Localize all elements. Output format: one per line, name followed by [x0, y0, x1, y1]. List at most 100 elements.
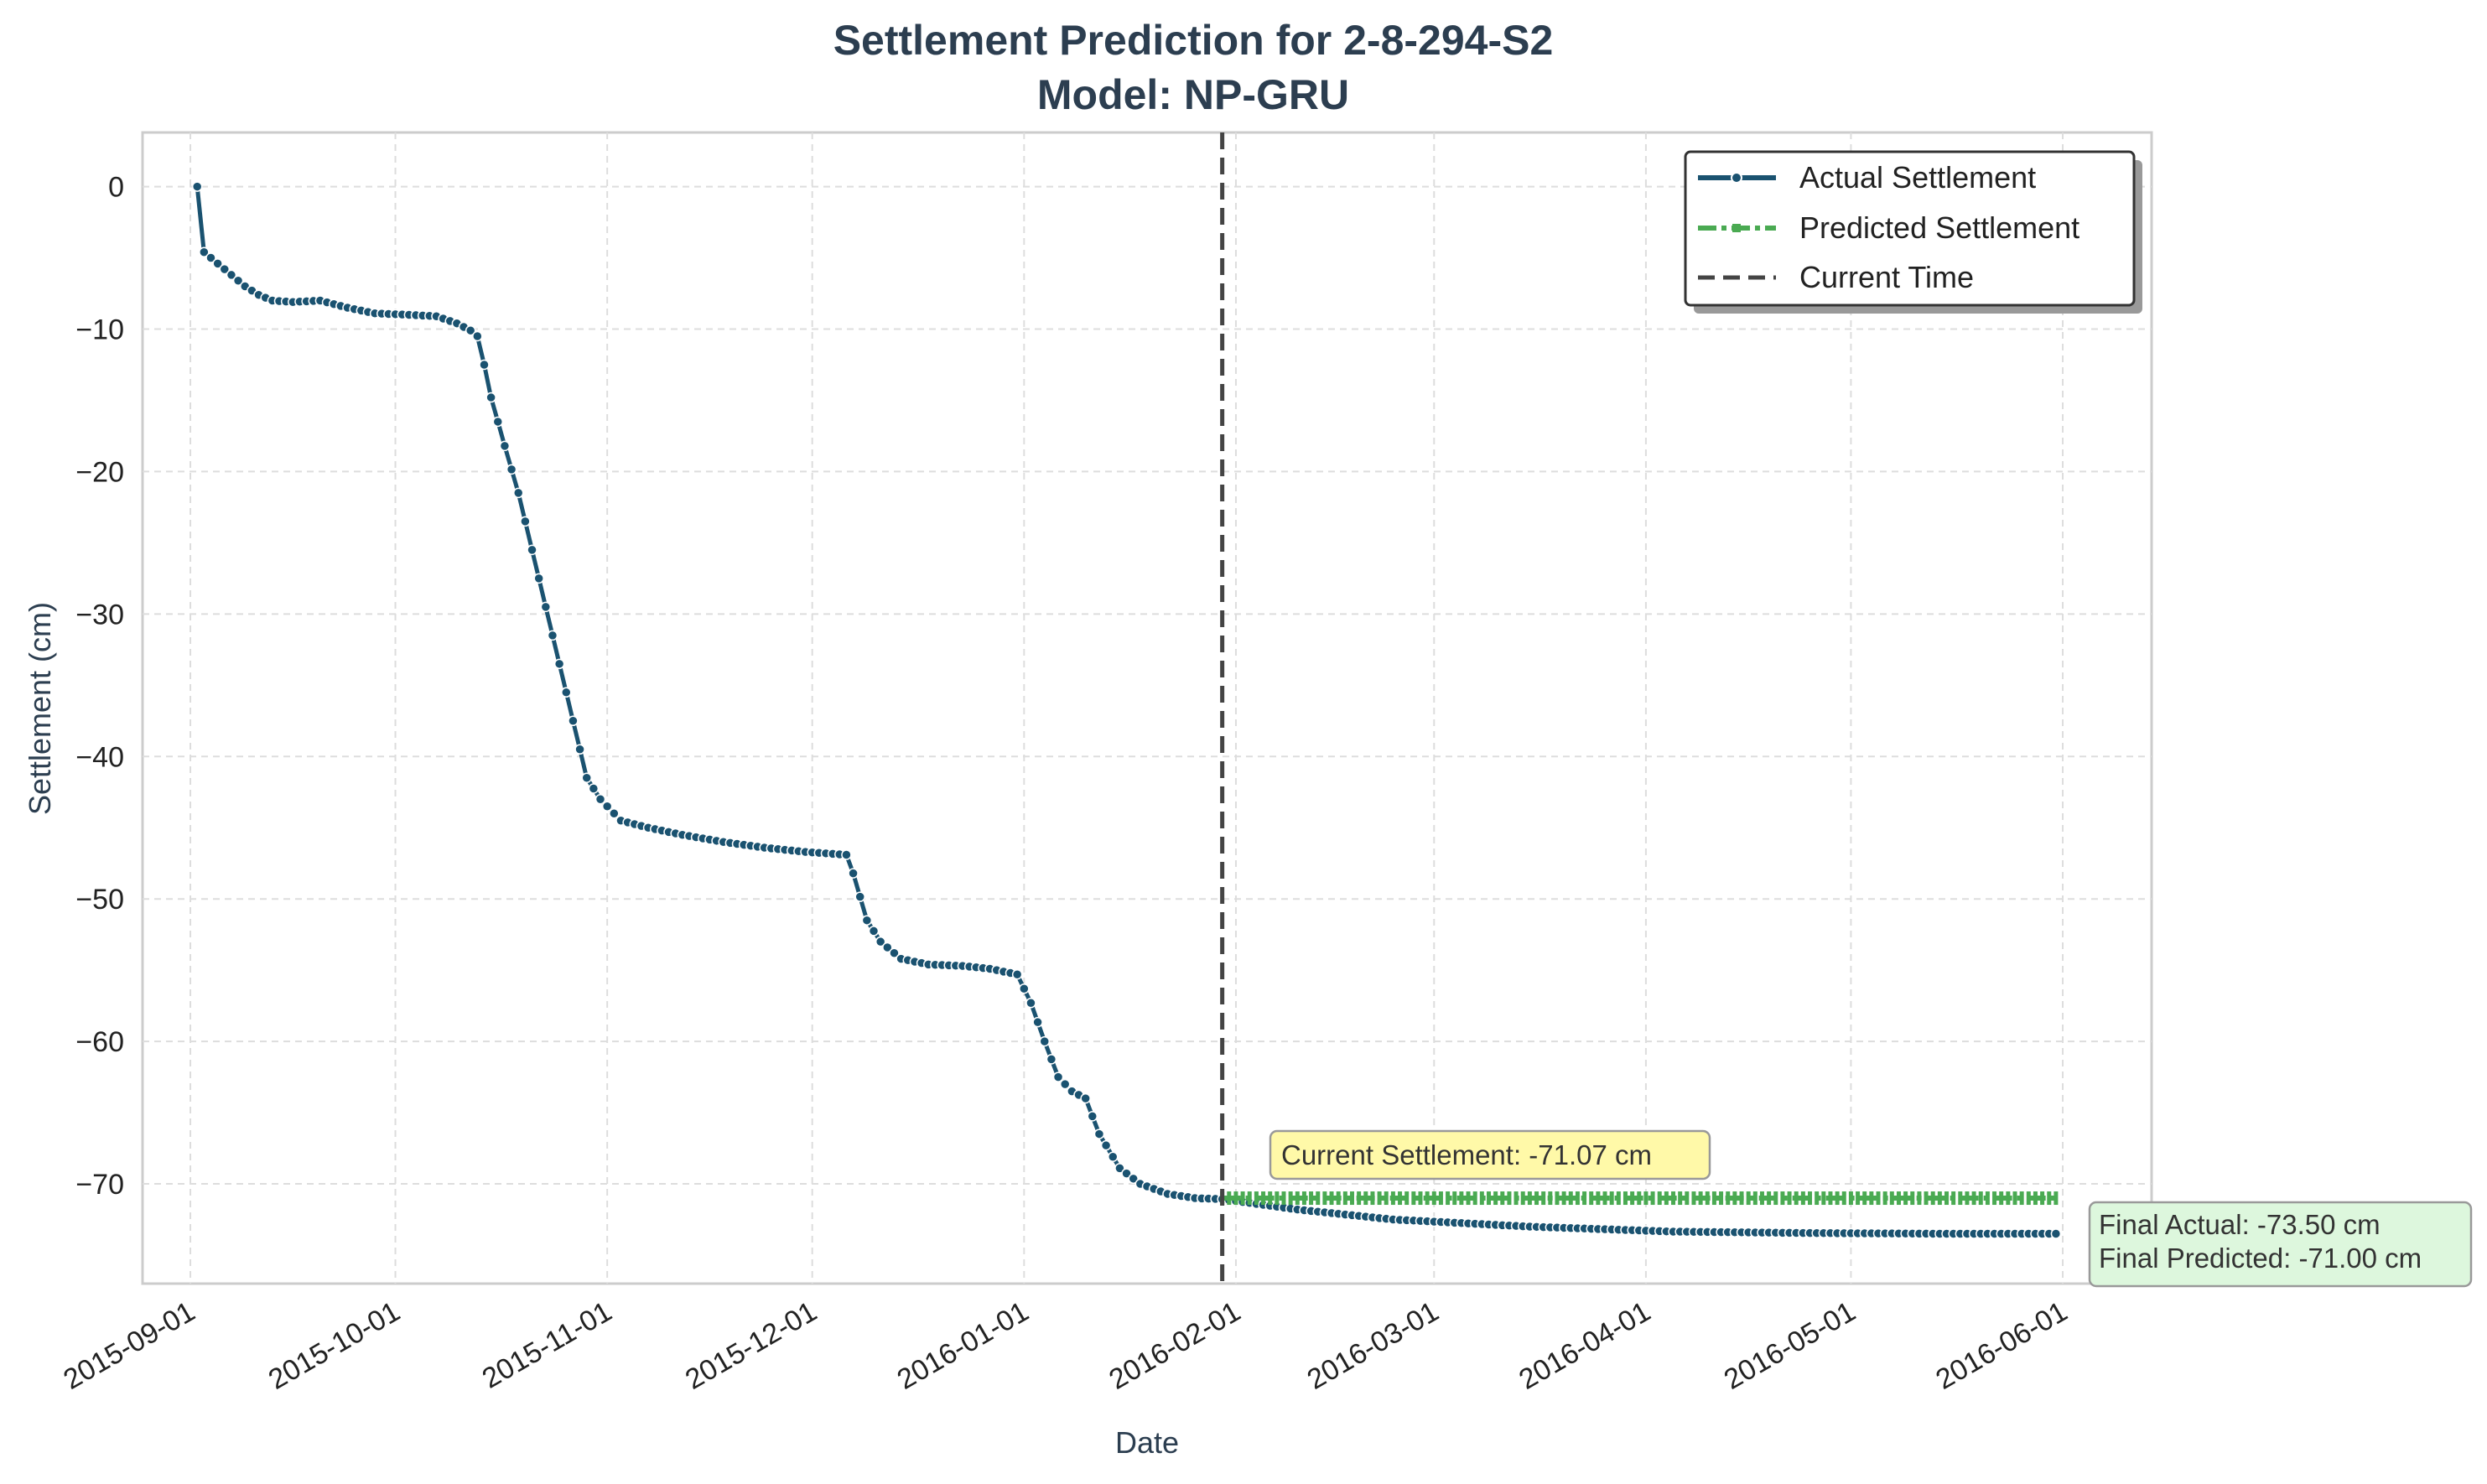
predicted-settlement-point	[1711, 1191, 1716, 1206]
predicted-settlement-point	[1520, 1191, 1525, 1206]
predicted-settlement-point	[1719, 1191, 1724, 1206]
predicted-settlement-point	[1479, 1191, 1484, 1206]
predicted-settlement-point	[1726, 1191, 1731, 1206]
predicted-settlement-point	[1821, 1191, 1826, 1206]
actual-settlement-point	[861, 915, 873, 926]
predicted-settlement-point	[1746, 1191, 1751, 1206]
actual-settlement-point	[854, 891, 865, 902]
y-tick-label: −40	[75, 741, 124, 773]
predicted-settlement-point	[1691, 1191, 1696, 1206]
actual-settlement-point	[588, 783, 600, 794]
actual-settlement-point	[1025, 997, 1036, 1009]
actual-settlement-point	[472, 330, 483, 342]
predicted-settlement-point	[1459, 1191, 1464, 1206]
current-settlement-box	[1269, 1129, 1711, 1180]
predicted-settlement-point	[1500, 1191, 1505, 1206]
predicted-settlement-point	[1903, 1191, 1908, 1206]
predicted-settlement-point	[1835, 1191, 1840, 1206]
predicted-settlement-point	[2033, 1191, 2038, 1206]
predicted-settlement-point	[1438, 1191, 1443, 1206]
predicted-settlement-point	[1336, 1191, 1341, 1206]
predicted-settlement-point	[1780, 1191, 1785, 1206]
predicted-settlement-point	[1548, 1191, 1553, 1206]
predicted-settlement-point	[1281, 1191, 1286, 1206]
predicted-settlement-point	[1446, 1191, 1451, 1206]
predicted-settlement-point	[1992, 1191, 1997, 1206]
actual-settlement-point	[520, 516, 531, 527]
predicted-settlement-point	[1602, 1191, 1607, 1206]
predicted-settlement-point	[2026, 1191, 2031, 1206]
predicted-settlement-point	[1643, 1191, 1648, 1206]
predicted-settlement-point	[1329, 1191, 1334, 1206]
predicted-settlement-point	[1924, 1191, 1929, 1206]
predicted-settlement-point	[1889, 1191, 1894, 1206]
actual-settlement-point	[205, 252, 216, 263]
predicted-settlement-point	[1609, 1191, 1614, 1206]
predicted-settlement-point	[1418, 1191, 1423, 1206]
predicted-settlement-point	[1787, 1191, 1792, 1206]
predicted-settlement-point	[1513, 1191, 1519, 1206]
predicted-settlement-point	[1493, 1191, 1498, 1206]
actual-settlement-point	[1114, 1163, 1125, 1174]
actual-settlement-point	[1087, 1111, 1098, 1122]
actual-settlement-point	[1011, 969, 1023, 980]
predicted-settlement-point	[1685, 1191, 1690, 1206]
predicted-settlement-point	[2053, 1191, 2059, 1206]
predicted-settlement-point	[1472, 1191, 1477, 1206]
predicted-settlement-point	[1227, 1191, 1232, 1206]
actual-settlement-point	[848, 868, 859, 879]
predicted-settlement-point	[1288, 1191, 1293, 1206]
predicted-settlement-point	[1930, 1191, 1935, 1206]
actual-settlement-point	[479, 359, 490, 371]
predicted-settlement-point	[1404, 1191, 1410, 1206]
predicted-settlement-point	[1971, 1191, 1976, 1206]
actual-settlement-point	[574, 744, 585, 755]
actual-settlement-point	[232, 275, 244, 286]
actual-settlement-point	[547, 630, 558, 641]
y-tick-label: −10	[75, 314, 124, 345]
actual-settlement-point	[568, 715, 579, 727]
predicted-settlement-point	[1370, 1191, 1375, 1206]
actual-settlement-point	[1019, 983, 1030, 994]
actual-settlement-point	[1052, 1071, 1064, 1082]
actual-settlement-point	[609, 807, 620, 819]
predicted-settlement-point	[1589, 1191, 1594, 1206]
y-tick-label: −60	[75, 1026, 124, 1058]
predicted-settlement-point	[1247, 1191, 1252, 1206]
actual-settlement-point	[533, 573, 544, 584]
final-actual-text: Final Actual: -73.50 cm	[2099, 1209, 2381, 1240]
predicted-settlement-point	[1254, 1191, 1259, 1206]
predicted-settlement-point	[2040, 1191, 2045, 1206]
y-tick-label: −70	[75, 1169, 124, 1201]
predicted-settlement-point	[2006, 1191, 2011, 1206]
predicted-settlement-point	[1295, 1191, 1300, 1206]
actual-settlement-point	[540, 601, 552, 613]
actual-settlement-point	[499, 440, 511, 452]
predicted-settlement-point	[1268, 1191, 1273, 1206]
predicted-settlement-point	[1951, 1191, 1956, 1206]
actual-settlement-point	[601, 801, 613, 812]
predicted-settlement-point	[1882, 1191, 1887, 1206]
predicted-settlement-point	[1425, 1191, 1430, 1206]
predicted-settlement-point	[1999, 1191, 2004, 1206]
predicted-settlement-point	[1678, 1191, 1683, 1206]
actual-settlement-point	[226, 269, 237, 281]
predicted-settlement-point	[1616, 1191, 1621, 1206]
actual-settlement-point	[1121, 1168, 1132, 1179]
actual-settlement-point	[191, 181, 203, 192]
predicted-settlement-point	[1431, 1191, 1436, 1206]
predicted-settlement-point	[1910, 1191, 1915, 1206]
predicted-settlement-point	[1233, 1191, 1238, 1206]
legend-actual-marker	[1731, 172, 1742, 184]
actual-settlement-point	[1080, 1092, 1091, 1104]
predicted-settlement-point	[1390, 1191, 1395, 1206]
predicted-settlement-point	[1759, 1191, 1764, 1206]
predicted-settlement-point	[1398, 1191, 1403, 1206]
current-settlement-text: Current Settlement: -71.07 cm	[1281, 1139, 1652, 1170]
legend-box	[1684, 150, 2136, 307]
actual-settlement-point	[882, 942, 893, 953]
legend-predicted-marker	[1732, 224, 1741, 232]
predicted-settlement-point	[1384, 1191, 1389, 1206]
actual-settlement-point	[2050, 1228, 2062, 1239]
actual-settlement-point	[212, 258, 223, 269]
